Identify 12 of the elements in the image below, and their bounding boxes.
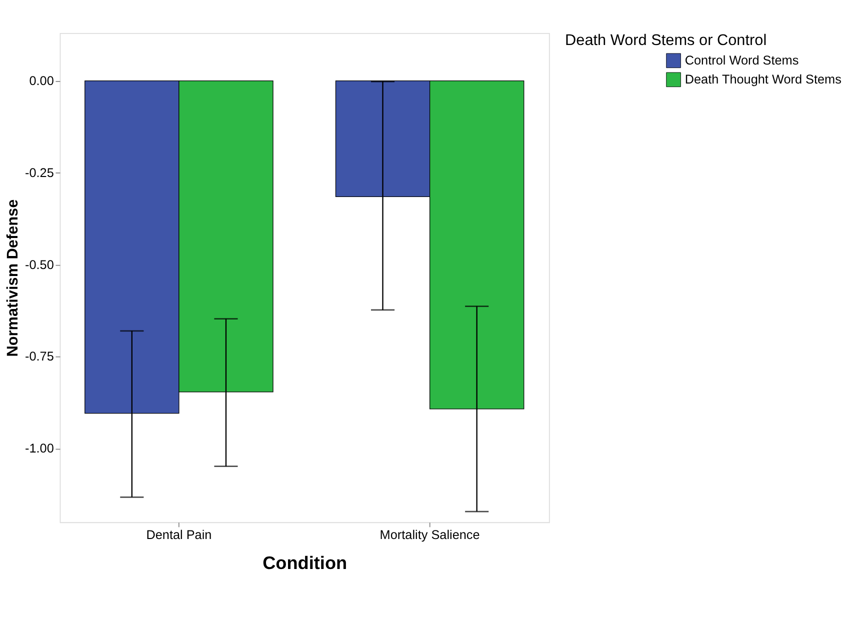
- x-tick-label: Dental Pain: [146, 528, 212, 542]
- y-axis-title: Normativism Defense: [4, 198, 22, 357]
- x-tick-label: Mortality Salience: [380, 528, 480, 542]
- y-tick-label: -1.00: [25, 442, 54, 456]
- y-tick-label: 0.00: [29, 74, 54, 88]
- x-axis-title: Condition: [262, 552, 348, 573]
- y-tick-label: -0.75: [25, 350, 54, 364]
- legend-title: Death Word Stems or Control: [565, 32, 767, 49]
- legend-label: Control Word Stems: [684, 53, 799, 68]
- y-tick-label: -0.50: [25, 258, 54, 272]
- legend-label: Death Thought Word Stems: [684, 72, 842, 86]
- y-tick-label: -0.25: [25, 166, 54, 180]
